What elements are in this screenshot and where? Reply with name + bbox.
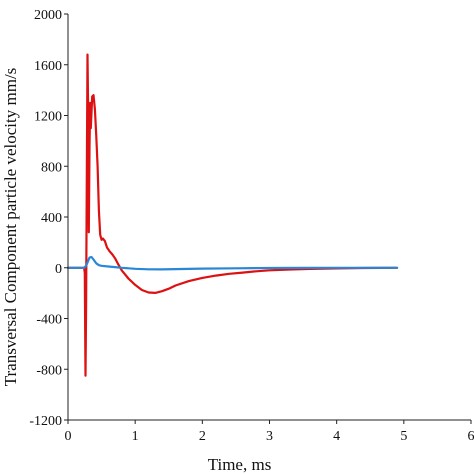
y-tick-label: -400	[36, 313, 62, 328]
y-tick-label: 0	[55, 262, 62, 277]
y-tick-label: 800	[41, 160, 62, 175]
x-tick-label: 1	[132, 429, 139, 444]
x-tick-label: 4	[333, 429, 340, 444]
y-tick-label: -800	[36, 363, 62, 378]
x-tick-label: 6	[468, 429, 474, 444]
y-tick-label: 1600	[34, 59, 62, 74]
y-tick-label: 1200	[34, 110, 62, 125]
x-tick-label: 2	[199, 429, 206, 444]
series-line-2	[66, 255, 399, 271]
y-axis-label: Transversal Component particle velocity …	[1, 68, 20, 387]
y-tick-label: 400	[41, 211, 62, 226]
x-tick-label: 5	[400, 429, 407, 444]
x-axis-label: Time, ms	[208, 455, 272, 474]
y-tick-label: 2000	[34, 8, 62, 23]
x-tick-label: 0	[65, 429, 72, 444]
plot-area	[66, 53, 399, 377]
series-line-1	[66, 53, 399, 377]
y-tick-label: -1200	[29, 414, 62, 429]
x-tick-label: 3	[266, 429, 273, 444]
